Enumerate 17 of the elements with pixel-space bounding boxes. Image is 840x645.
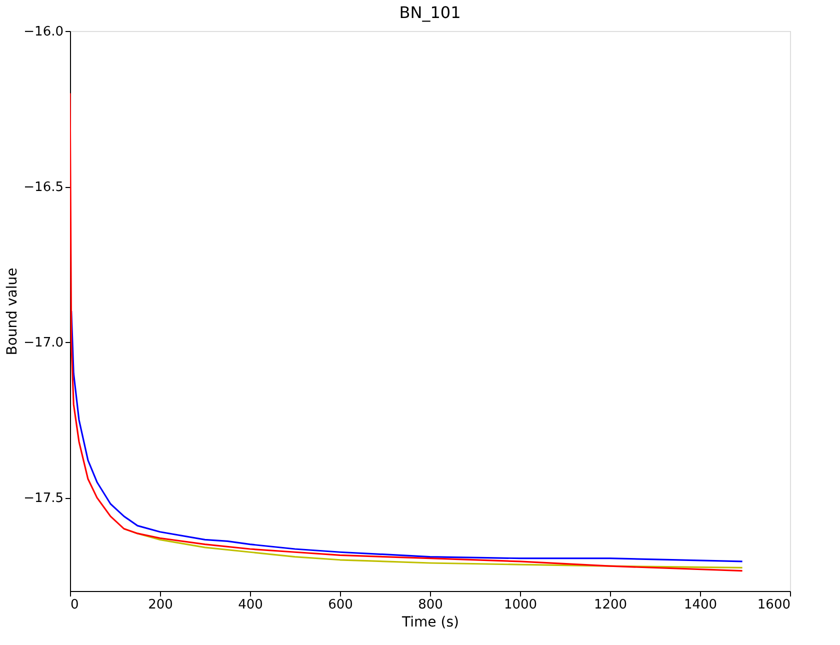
x-tick-label: 1400 bbox=[684, 598, 718, 612]
y-tick-label: −17.0 bbox=[24, 336, 64, 351]
x-tick-label: 800 bbox=[418, 598, 443, 612]
x-tick-label: 200 bbox=[148, 598, 173, 612]
x-tick-label: 1600 bbox=[757, 598, 790, 612]
y-tick-label: −17.5 bbox=[24, 491, 64, 506]
y-axis-title: Bound value bbox=[4, 268, 21, 356]
x-tick-label: 0 bbox=[70, 598, 79, 612]
x-tick-label: 1000 bbox=[504, 598, 538, 612]
chart-title: BN_101 bbox=[399, 3, 461, 22]
x-tick-label: 1200 bbox=[594, 598, 628, 612]
x-axis-title: Time (s) bbox=[401, 614, 459, 630]
line-series bbox=[70, 92, 744, 572]
y-tick-label: −16.0 bbox=[24, 24, 64, 40]
x-tick-label: 600 bbox=[328, 598, 353, 612]
x-tick-label: 400 bbox=[238, 598, 263, 612]
y-tick-label: −16.5 bbox=[24, 180, 64, 196]
